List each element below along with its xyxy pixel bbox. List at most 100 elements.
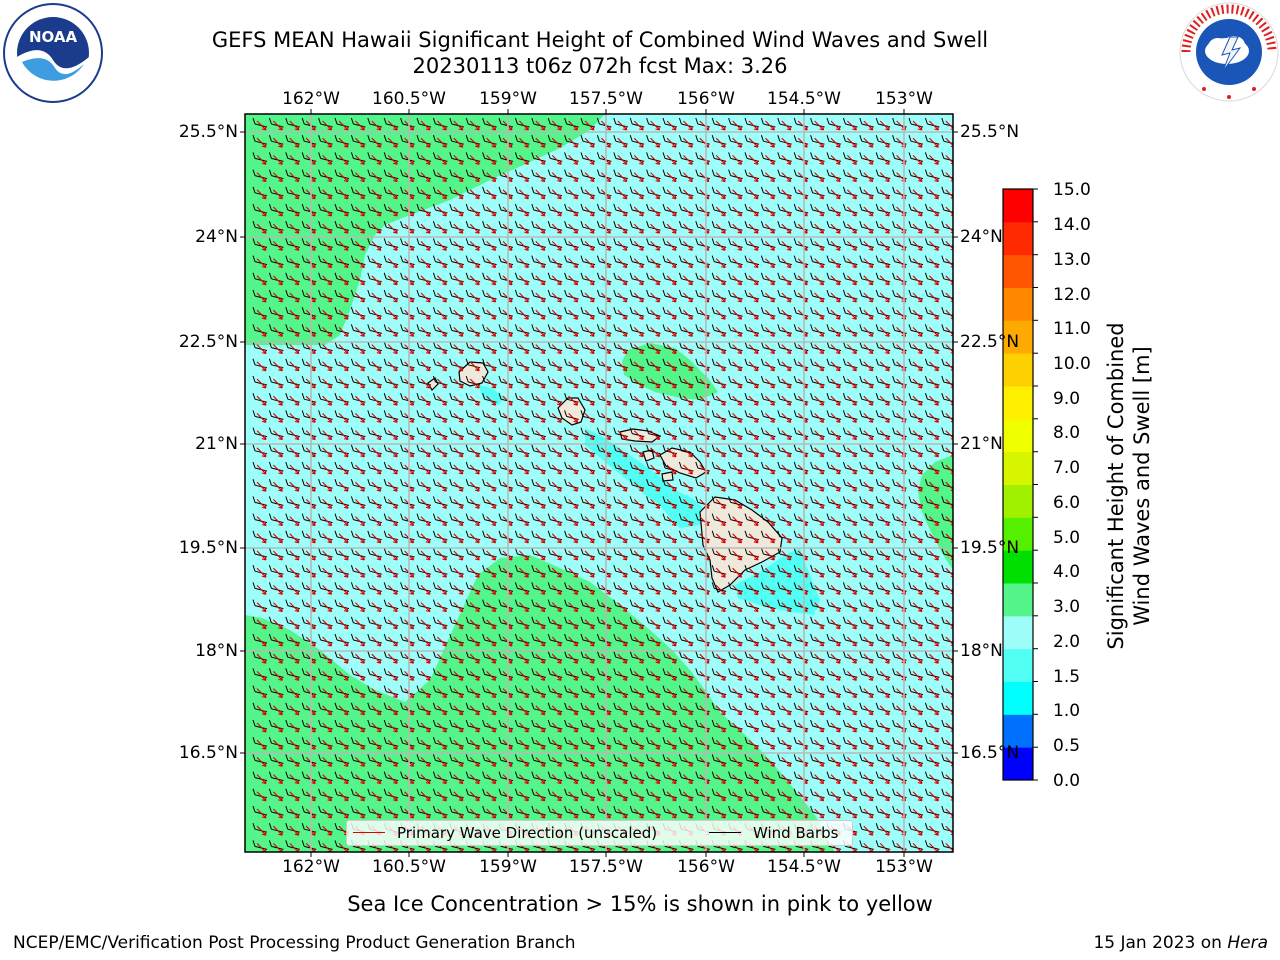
wave-arrow bbox=[929, 223, 939, 234]
wave-arrow bbox=[420, 327, 431, 337]
wave-arrow bbox=[519, 395, 529, 406]
wave-arrow bbox=[929, 206, 939, 217]
wave-arrow bbox=[814, 327, 825, 337]
wave-arrow bbox=[732, 447, 743, 458]
wave-arrow bbox=[715, 206, 726, 217]
island-kahoolawe bbox=[661, 471, 674, 482]
wave-arrow bbox=[912, 155, 923, 165]
wave-arrow bbox=[666, 258, 677, 269]
wave-arrow bbox=[355, 447, 365, 458]
wave-arrow bbox=[486, 137, 497, 148]
wave-arrow bbox=[650, 378, 661, 389]
wave-arrow bbox=[469, 327, 480, 337]
wave-arrow bbox=[289, 206, 300, 217]
wave-arrow bbox=[781, 464, 792, 475]
wave-arrow bbox=[879, 241, 890, 251]
wave-arrow bbox=[338, 413, 349, 423]
colorbar-swatch bbox=[1003, 583, 1033, 617]
wave-arrow bbox=[355, 137, 365, 148]
wave-band-1-5-2m-lee bbox=[585, 428, 705, 528]
wave-arrow bbox=[568, 275, 579, 286]
wave-arrow bbox=[469, 241, 480, 251]
wave-arrow bbox=[732, 206, 743, 217]
wave-arrow bbox=[469, 413, 480, 423]
wave-arrow bbox=[929, 275, 939, 286]
wave-arrow bbox=[912, 258, 923, 269]
wave-arrow bbox=[420, 395, 431, 406]
wave-arrow bbox=[486, 172, 497, 183]
wave-arrow bbox=[355, 361, 365, 372]
wave-arrow bbox=[683, 172, 693, 183]
wave-arrow bbox=[748, 172, 759, 183]
wave-arrow bbox=[273, 430, 283, 441]
wave-arrow bbox=[453, 430, 464, 441]
wave-arrow bbox=[289, 344, 300, 355]
wave-arrow bbox=[666, 533, 677, 544]
wave-arrow bbox=[879, 155, 890, 165]
wave-arrow bbox=[617, 413, 628, 423]
noaa-logo-text: NOAA bbox=[29, 28, 78, 46]
wave-arrow bbox=[453, 361, 464, 372]
lon-label-top: 162°W bbox=[282, 89, 340, 109]
wave-arrow bbox=[420, 189, 431, 200]
wave-arrow bbox=[617, 309, 628, 320]
wave-arrow bbox=[322, 395, 333, 406]
wave-arrow bbox=[535, 120, 546, 131]
wave-arrow bbox=[568, 258, 579, 269]
wave-arrow bbox=[748, 275, 759, 286]
wave-arrow bbox=[830, 189, 841, 200]
wave-arrow bbox=[519, 206, 529, 217]
wave-arrow bbox=[847, 155, 857, 165]
wave-arrow bbox=[732, 292, 743, 303]
wave-arrow bbox=[469, 378, 480, 389]
wave-arrow bbox=[814, 395, 825, 406]
wave-arrow bbox=[814, 292, 825, 303]
wave-arrow bbox=[371, 413, 382, 423]
wave-arrow bbox=[568, 206, 579, 217]
wave-arrow bbox=[912, 327, 923, 337]
wave-arrow bbox=[847, 275, 857, 286]
wave-arrow bbox=[650, 430, 661, 441]
wave-arrow bbox=[469, 430, 480, 441]
wave-arrow bbox=[732, 120, 743, 131]
wave-arrow bbox=[322, 120, 333, 131]
wave-arrow bbox=[650, 464, 661, 475]
wave-arrow bbox=[420, 464, 431, 475]
wave-arrow bbox=[469, 516, 480, 527]
wave-arrow bbox=[387, 206, 398, 217]
wave-arrow bbox=[666, 189, 677, 200]
wave-arrow bbox=[912, 361, 923, 372]
wave-arrow bbox=[765, 344, 775, 355]
wave-arrow bbox=[584, 327, 595, 337]
wave-arrow bbox=[535, 533, 546, 544]
wave-arrow bbox=[748, 120, 759, 131]
wave-arrow bbox=[765, 464, 775, 475]
sea-ice-note: Sea Ice Concentration > 15% is shown in … bbox=[347, 892, 933, 916]
wave-arrow bbox=[355, 206, 365, 217]
wave-arrow bbox=[863, 481, 874, 492]
wave-arrow bbox=[814, 499, 825, 509]
wave-arrow bbox=[879, 258, 890, 269]
wave-arrow bbox=[469, 189, 480, 200]
lon-label-top: 159°W bbox=[479, 89, 537, 109]
wave-arrow bbox=[584, 120, 595, 131]
legend-barb-label: Wind Barbs bbox=[753, 824, 839, 842]
wave-arrow bbox=[322, 155, 333, 165]
wave-arrow bbox=[650, 206, 661, 217]
wave-arrow bbox=[683, 395, 693, 406]
wave-arrow bbox=[535, 344, 546, 355]
wave-direction-line-icon bbox=[353, 832, 385, 833]
wave-arrow bbox=[814, 413, 825, 423]
wave-arrow bbox=[486, 258, 497, 269]
wave-arrow bbox=[847, 120, 857, 131]
wave-arrow bbox=[584, 430, 595, 441]
wave-arrow bbox=[847, 430, 857, 441]
wave-arrow bbox=[322, 241, 333, 251]
wave-arrow bbox=[863, 344, 874, 355]
wave-arrow bbox=[715, 361, 726, 372]
wave-arrow bbox=[633, 516, 644, 527]
wave-arrow bbox=[929, 172, 939, 183]
wave-arrow bbox=[289, 378, 300, 389]
wave-arrow bbox=[830, 447, 841, 458]
wave-arrow bbox=[929, 189, 939, 200]
